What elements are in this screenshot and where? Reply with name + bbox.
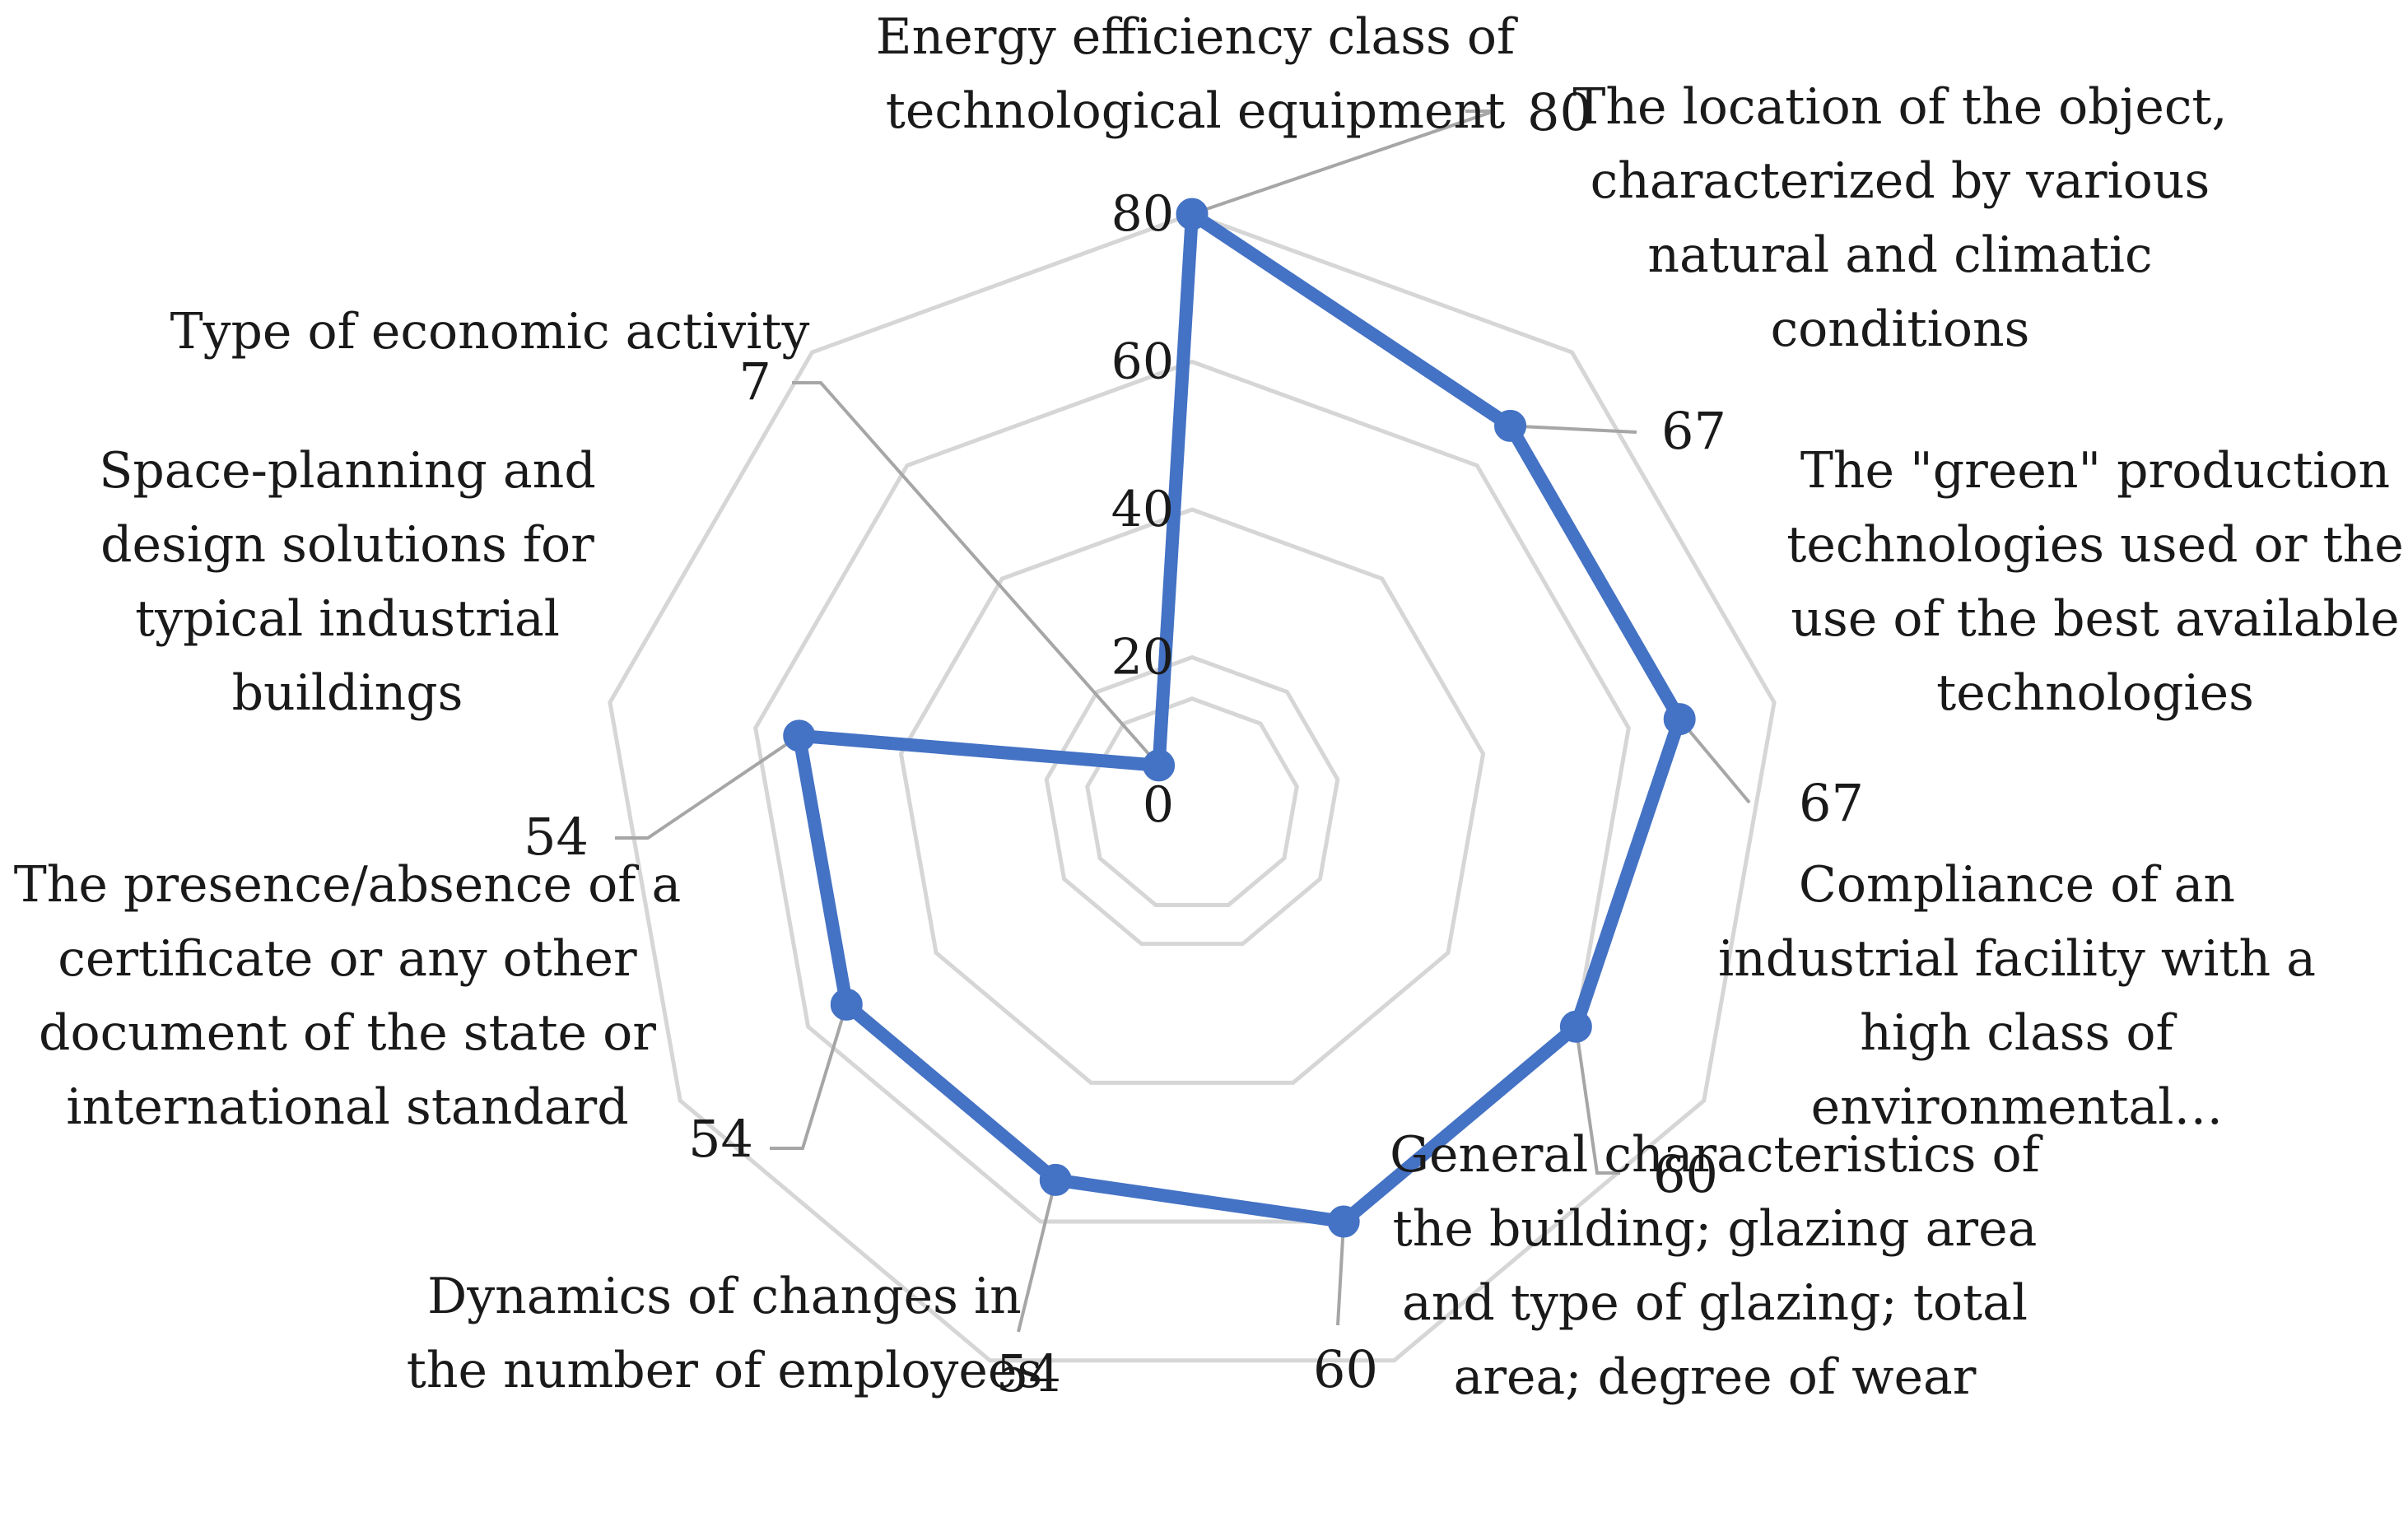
data-point-4 <box>1327 1205 1360 1238</box>
data-point-3 <box>1559 1010 1592 1043</box>
series-line <box>792 207 1687 1229</box>
leader-line-3 <box>1574 1026 1620 1175</box>
grid-ring-0 <box>1085 696 1299 907</box>
data-label-4: 60 <box>1313 1339 1378 1399</box>
category-label-4-line-3: area; degree of wear <box>1454 1348 1977 1406</box>
grid-layer <box>608 212 1777 1363</box>
category-label-7-line-1: design solutions for <box>100 516 594 574</box>
category-label-5: Dynamics of changes in the number of empl… <box>407 1268 1042 1399</box>
category-label-3-line-2: high class of <box>1860 1004 2177 1062</box>
data-point-7 <box>783 719 816 752</box>
category-label-6-line-3: international standard <box>66 1078 628 1136</box>
data-point-5 <box>1039 1163 1072 1196</box>
category-label-5-line-1: the number of employees <box>407 1342 1042 1399</box>
category-label-0-line-1: technological equipment <box>886 82 1506 140</box>
category-label-1-line-3: conditions <box>1771 300 2030 358</box>
tick-label-1: 20 <box>1111 629 1174 687</box>
grid-ring-1 <box>1044 654 1340 947</box>
data-label-5: 54 <box>996 1343 1061 1403</box>
leader-line-2 <box>1678 718 1751 804</box>
data-label-0: 80 <box>1527 82 1592 142</box>
data-point-0 <box>1176 198 1209 230</box>
tick-label-2: 40 <box>1111 481 1174 538</box>
category-label-3-line-1: industrial facility with a <box>1718 930 2316 988</box>
leader-line-7 <box>615 734 800 840</box>
data-point-6 <box>830 988 863 1021</box>
data-label-6: 54 <box>688 1109 753 1169</box>
category-label-1-line-2: natural and climatic <box>1647 226 2152 284</box>
category-label-0: Energy efficiency class of technological … <box>876 8 1518 140</box>
leader-line-6 <box>770 1003 849 1150</box>
series-layer <box>783 198 1696 1238</box>
leader-layer <box>615 109 1751 1333</box>
category-label-3-line-3: environmental… <box>1811 1078 2224 1136</box>
category-label-4-line-2: and type of glazing; total <box>1402 1274 2028 1332</box>
category-label-7-line-2: typical industrial <box>135 590 560 648</box>
category-label-6: The presence/absence of a certificate or … <box>14 856 682 1136</box>
category-label-1: The location of the object, characterized… <box>1572 78 2227 358</box>
category-label-1-line-0: The location of the object, <box>1572 78 2227 136</box>
tick-label-0: 0 <box>1143 776 1174 834</box>
data-label-8: 7 <box>739 351 771 412</box>
category-label-8-line-0: Type of economic activity <box>170 303 810 361</box>
category-label-7-line-3: buildings <box>232 664 463 722</box>
data-label-layer: 80 67 67 60 60 54 54 54 7 <box>524 82 1864 1403</box>
data-label-7: 54 <box>524 807 589 867</box>
category-label-2-line-3: technologies <box>1936 664 2254 722</box>
category-label-1-line-1: characterized by various <box>1591 152 2210 210</box>
category-label-3-line-0: Compliance of an <box>1799 856 2235 914</box>
leader-line-8 <box>792 381 1161 767</box>
category-label-3: Compliance of an industrial facility with… <box>1718 856 2316 1136</box>
category-label-7: Space-planning and design solutions for ty… <box>99 442 595 722</box>
leader-line-4 <box>1336 1221 1346 1326</box>
grid-ring-4 <box>608 212 1777 1363</box>
category-label-4-line-0: General characteristics of <box>1390 1126 2043 1184</box>
tick-layer: 0 20 40 60 80 <box>1111 185 1174 834</box>
data-point-1 <box>1494 409 1527 442</box>
tick-label-3: 60 <box>1111 333 1174 391</box>
category-label-4: General characteristics of the building; … <box>1390 1126 2043 1406</box>
category-label-7-line-0: Space-planning and <box>99 442 595 500</box>
data-label-2: 67 <box>1799 773 1864 833</box>
category-label-8: Type of economic activity <box>170 303 810 361</box>
category-label-6-line-2: document of the state or <box>39 1004 656 1062</box>
grid-ring-3 <box>753 359 1631 1224</box>
category-label-6-line-0: The presence/absence of a <box>14 856 682 914</box>
category-label-0-line-0: Energy efficiency class of <box>876 8 1518 66</box>
data-point-2 <box>1663 703 1696 736</box>
category-label-2-line-1: technologies used or the <box>1786 516 2403 574</box>
leader-line-0 <box>1191 109 1495 216</box>
category-label-2-line-0: The "green" production <box>1800 442 2390 500</box>
grid-ring-2 <box>898 507 1486 1085</box>
category-label-5-line-0: Dynamics of changes in <box>427 1268 1022 1325</box>
data-label-1: 67 <box>1661 401 1726 461</box>
category-label-6-line-1: certificate or any other <box>58 930 637 988</box>
data-point-8 <box>1143 749 1176 782</box>
tick-label-4: 80 <box>1111 185 1174 243</box>
leader-line-1 <box>1510 424 1637 434</box>
category-label-layer: Energy efficiency class of technological … <box>14 8 2404 1406</box>
category-label-4-line-1: the building; glazing area <box>1393 1200 2038 1258</box>
leader-line-5 <box>1017 1179 1058 1333</box>
category-label-2-line-2: use of the best available <box>1791 590 2399 648</box>
data-label-3: 60 <box>1653 1144 1718 1204</box>
category-label-2: The "green" production technologies used … <box>1786 442 2403 722</box>
